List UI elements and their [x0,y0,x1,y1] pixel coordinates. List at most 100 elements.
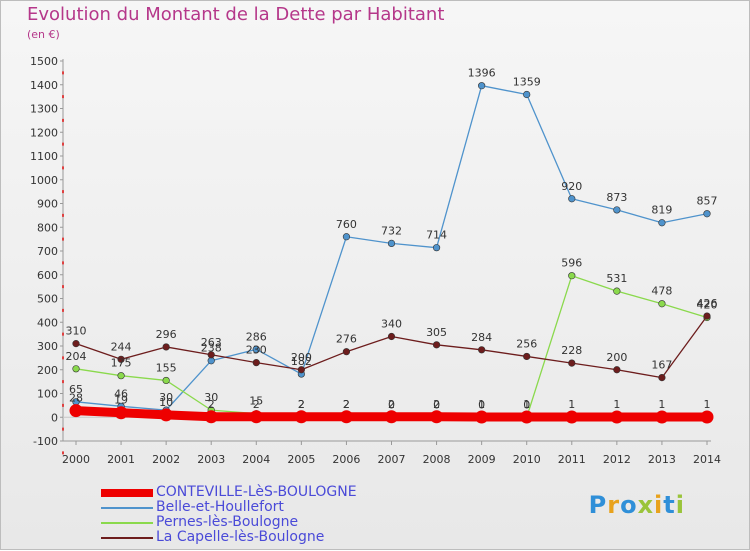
legend-swatch [101,489,153,497]
y-tick-label: 200 [37,364,58,377]
legend-label: CONTEVILLE-LèS-BOULOGNE [156,484,357,500]
series-point [475,410,489,424]
legend-label: Belle-et-Houllefort [156,499,284,515]
series-point [252,359,260,367]
x-tick-label: 2013 [648,453,676,466]
series-point [207,351,215,359]
data-label: 263 [201,336,222,349]
y-tick-label: 100 [37,388,58,401]
series-point [430,410,444,424]
legend-label: La Capelle-lès-Boulogne [156,529,325,545]
series-point [207,357,215,365]
data-label: 30 [159,391,173,404]
series-point [294,410,308,424]
logo-letter: x [637,491,655,519]
series-point [568,359,576,367]
data-label: 46 [114,387,128,400]
data-label: 760 [336,218,357,231]
y-minor-mark [62,285,64,289]
y-minor-mark [62,380,64,384]
x-tick-label: 2010 [513,453,541,466]
data-label: 19 [114,394,128,407]
data-label: 244 [111,340,132,353]
y-tick-label: 300 [37,340,58,353]
proxiti-logo: Proxiti [589,491,685,519]
data-label: 596 [561,257,582,270]
data-label: 286 [246,330,267,343]
x-tick-label: 2002 [152,453,180,466]
series-point [658,373,666,382]
data-label: 2 [343,398,350,411]
data-label: 15 [249,395,263,408]
series-point [385,410,398,424]
data-label: 200 [606,351,627,364]
y-minor-mark [62,237,64,241]
data-label: 1 [523,398,530,411]
series-point [523,90,531,99]
x-tick-label: 2011 [558,453,586,466]
data-label: 200 [291,351,312,364]
data-label: 284 [471,331,492,344]
data-label: 310 [66,325,87,338]
logo-letter: P [588,491,608,519]
y-tick-label: 400 [37,316,58,329]
y-minor-mark [62,308,64,312]
y-tick-label: 1400 [30,79,58,92]
data-label: 256 [516,337,537,350]
data-label: 2 [343,398,350,411]
series-point [69,404,83,418]
y-tick-label: 1200 [30,126,58,139]
y-minor-mark [62,261,64,265]
x-tick-label: 2004 [242,453,270,466]
y-minor-mark [62,71,64,75]
data-label: 2 [208,398,215,411]
data-label: 340 [381,318,402,331]
y-minor-mark [62,142,64,146]
series-point [387,332,396,341]
data-label: 1359 [513,75,541,88]
x-tick-label: 2014 [693,453,721,466]
y-minor-mark [62,403,64,407]
logo-letter: i [654,491,664,519]
series-point [658,219,666,227]
x-tick-label: 2001 [107,453,135,466]
y-tick-label: 500 [37,293,58,306]
data-label: 296 [156,328,177,341]
x-tick-label: 2000 [62,453,90,466]
data-label: 0 [523,398,530,411]
data-label: 2 [298,398,305,411]
series-point [703,312,711,320]
series-point [568,272,576,280]
y-tick-label: 0 [51,411,58,424]
data-label: 155 [156,361,177,374]
y-minor-mark [62,190,64,194]
y-tick-label: -100 [33,435,58,448]
y-tick-label: 900 [37,198,58,211]
data-label: 1396 [468,67,496,80]
logo-letter: r [607,491,621,519]
series-point [159,408,173,422]
series-point [613,366,621,374]
data-label: 1 [704,398,711,411]
y-minor-mark [62,95,64,99]
data-label: 228 [561,344,582,357]
series-point [249,410,263,424]
data-label: 714 [426,229,447,242]
series-point [655,410,669,424]
series-point [432,341,441,349]
x-tick-label: 2006 [332,453,360,466]
data-label: 531 [606,272,627,285]
data-label: 0 [478,398,485,411]
series-point [700,410,714,424]
series-point [658,300,666,308]
data-label: 2 [298,398,305,411]
data-label: 857 [697,195,718,208]
series-point [613,206,621,214]
x-tick-label: 2009 [468,453,496,466]
data-label: 305 [426,326,447,339]
data-label: 204 [66,350,87,363]
data-label: 420 [697,299,718,312]
data-label: 182 [291,355,312,368]
